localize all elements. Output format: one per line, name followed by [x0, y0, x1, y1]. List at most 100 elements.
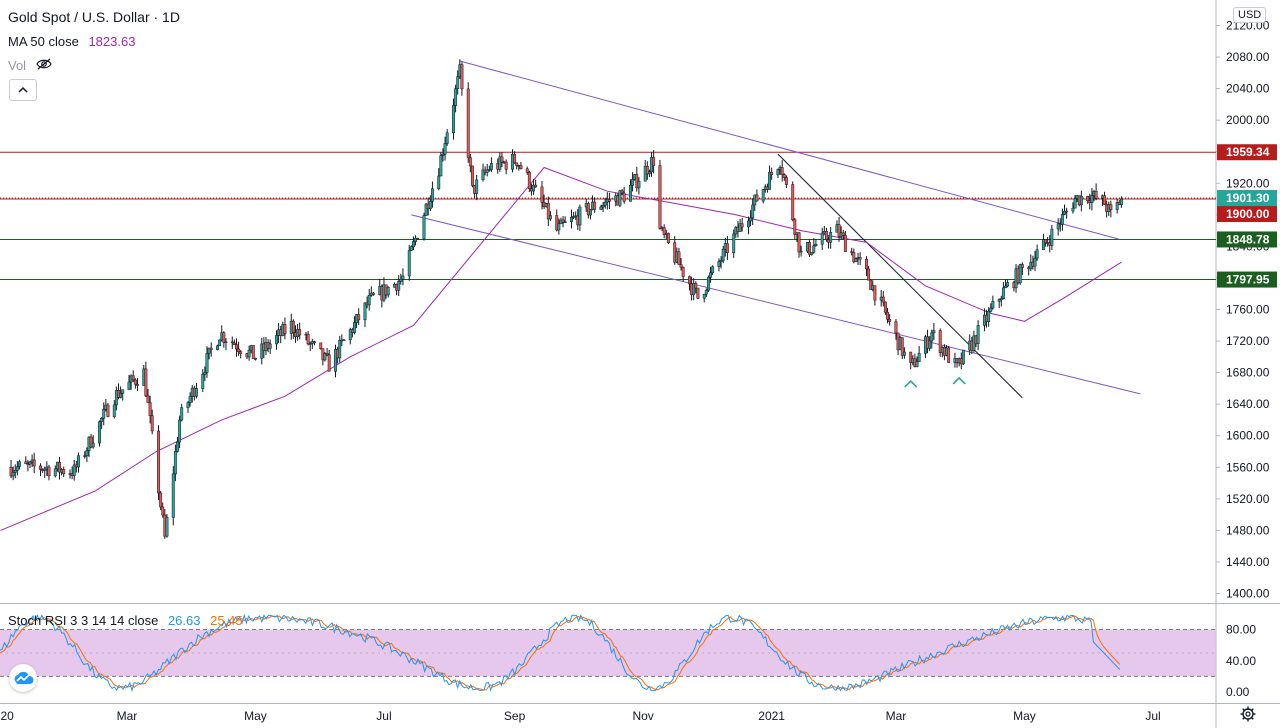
- candle[interactable]: [456, 70, 460, 95]
- candles[interactable]: [9, 59, 1123, 539]
- candle[interactable]: [430, 181, 434, 208]
- candle[interactable]: [399, 273, 403, 285]
- candle[interactable]: [1041, 233, 1045, 251]
- candle[interactable]: [416, 237, 420, 240]
- candle[interactable]: [740, 217, 744, 232]
- candle[interactable]: [357, 308, 361, 326]
- candle[interactable]: [468, 153, 472, 173]
- candle[interactable]: [991, 295, 995, 310]
- candle[interactable]: [976, 320, 980, 351]
- candle[interactable]: [915, 356, 919, 368]
- candle[interactable]: [441, 148, 445, 162]
- candle[interactable]: [631, 172, 635, 192]
- candle[interactable]: [89, 433, 93, 449]
- candle[interactable]: [325, 347, 329, 357]
- candle[interactable]: [808, 239, 812, 258]
- candle[interactable]: [72, 459, 76, 481]
- candle[interactable]: [768, 165, 771, 190]
- candle[interactable]: [165, 514, 169, 538]
- candle[interactable]: [662, 224, 666, 239]
- candle[interactable]: [854, 257, 858, 263]
- candle[interactable]: [102, 402, 106, 426]
- candle[interactable]: [150, 409, 154, 435]
- candle[interactable]: [334, 344, 337, 378]
- candle[interactable]: [247, 345, 251, 361]
- candle[interactable]: [136, 378, 139, 391]
- candle[interactable]: [570, 209, 573, 229]
- candle[interactable]: [873, 285, 877, 306]
- candle[interactable]: [561, 215, 565, 228]
- candle[interactable]: [15, 461, 19, 476]
- candle[interactable]: [47, 464, 51, 481]
- candle[interactable]: [230, 336, 234, 349]
- candle[interactable]: [534, 179, 538, 188]
- candle[interactable]: [1109, 200, 1113, 218]
- candle[interactable]: [725, 235, 729, 261]
- candle[interactable]: [338, 335, 342, 363]
- candle[interactable]: [881, 291, 885, 307]
- candle[interactable]: [784, 175, 788, 188]
- candle[interactable]: [586, 201, 590, 219]
- candle[interactable]: [852, 248, 856, 264]
- candle[interactable]: [319, 342, 323, 350]
- candle[interactable]: [692, 278, 696, 301]
- candle[interactable]: [938, 328, 942, 357]
- candle[interactable]: [732, 229, 736, 258]
- candle[interactable]: [593, 197, 597, 213]
- candle[interactable]: [515, 162, 519, 170]
- collapse-legend-button[interactable]: [9, 79, 37, 101]
- candle[interactable]: [751, 198, 755, 226]
- candle[interactable]: [439, 152, 443, 177]
- candle[interactable]: [603, 197, 607, 209]
- candle[interactable]: [161, 502, 165, 518]
- candle[interactable]: [829, 226, 833, 249]
- candle[interactable]: [235, 338, 238, 357]
- candle[interactable]: [367, 289, 371, 311]
- candle[interactable]: [858, 252, 862, 265]
- candle[interactable]: [658, 159, 662, 230]
- candle[interactable]: [24, 456, 28, 465]
- candle[interactable]: [837, 216, 841, 242]
- candle[interactable]: [719, 256, 723, 269]
- candle[interactable]: [401, 268, 405, 286]
- candle[interactable]: [688, 275, 691, 291]
- candle[interactable]: [652, 150, 656, 174]
- candle[interactable]: [824, 227, 828, 242]
- candle[interactable]: [709, 266, 712, 283]
- candle[interactable]: [883, 301, 887, 315]
- candle[interactable]: [1004, 279, 1007, 289]
- candle[interactable]: [1065, 207, 1069, 219]
- candle[interactable]: [251, 345, 255, 359]
- candle[interactable]: [363, 302, 367, 328]
- candle[interactable]: [485, 163, 489, 177]
- candle[interactable]: [666, 232, 670, 245]
- candle[interactable]: [268, 339, 272, 355]
- candle[interactable]: [348, 327, 352, 345]
- candle[interactable]: [791, 181, 795, 222]
- candle[interactable]: [513, 151, 517, 164]
- candle[interactable]: [961, 349, 965, 365]
- candle[interactable]: [1056, 218, 1060, 236]
- candle[interactable]: [437, 168, 441, 191]
- candle[interactable]: [1094, 183, 1098, 201]
- candle[interactable]: [133, 378, 137, 389]
- candle[interactable]: [424, 203, 428, 216]
- candle[interactable]: [131, 370, 135, 383]
- stoch-rsi-pane[interactable]: [0, 613, 1216, 693]
- candle[interactable]: [1079, 190, 1083, 212]
- candle[interactable]: [157, 425, 160, 500]
- candle[interactable]: [460, 62, 464, 96]
- candle[interactable]: [342, 338, 346, 342]
- tradingview-logo[interactable]: [9, 664, 37, 692]
- candle[interactable]: [850, 247, 854, 256]
- candle[interactable]: [546, 196, 550, 227]
- candle[interactable]: [98, 420, 101, 447]
- candle[interactable]: [780, 159, 784, 182]
- candle[interactable]: [253, 357, 257, 361]
- candle[interactable]: [987, 307, 991, 327]
- candle[interactable]: [148, 395, 152, 424]
- candle[interactable]: [452, 98, 455, 140]
- candle[interactable]: [1060, 208, 1064, 231]
- candle[interactable]: [717, 258, 721, 272]
- candle[interactable]: [1071, 202, 1075, 214]
